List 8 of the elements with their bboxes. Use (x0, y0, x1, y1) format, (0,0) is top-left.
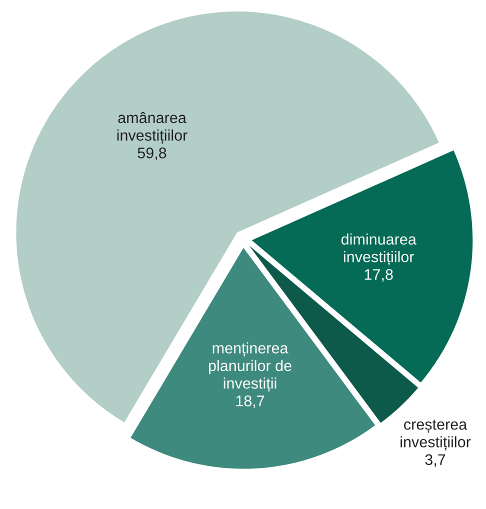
data-label: 3,7 (425, 454, 446, 467)
slice-label: creșterea investițiilor (400, 420, 471, 451)
data-label: 18,7 (236, 396, 264, 408)
data-label: 17,8 (364, 269, 393, 282)
slice-label: amânarea investițiilor (117, 112, 188, 144)
slice-label: menținerea planurilor de investiții (208, 342, 292, 392)
slice-label: diminuarea investițiilor (341, 233, 416, 266)
data-label: 59,8 (138, 148, 166, 160)
